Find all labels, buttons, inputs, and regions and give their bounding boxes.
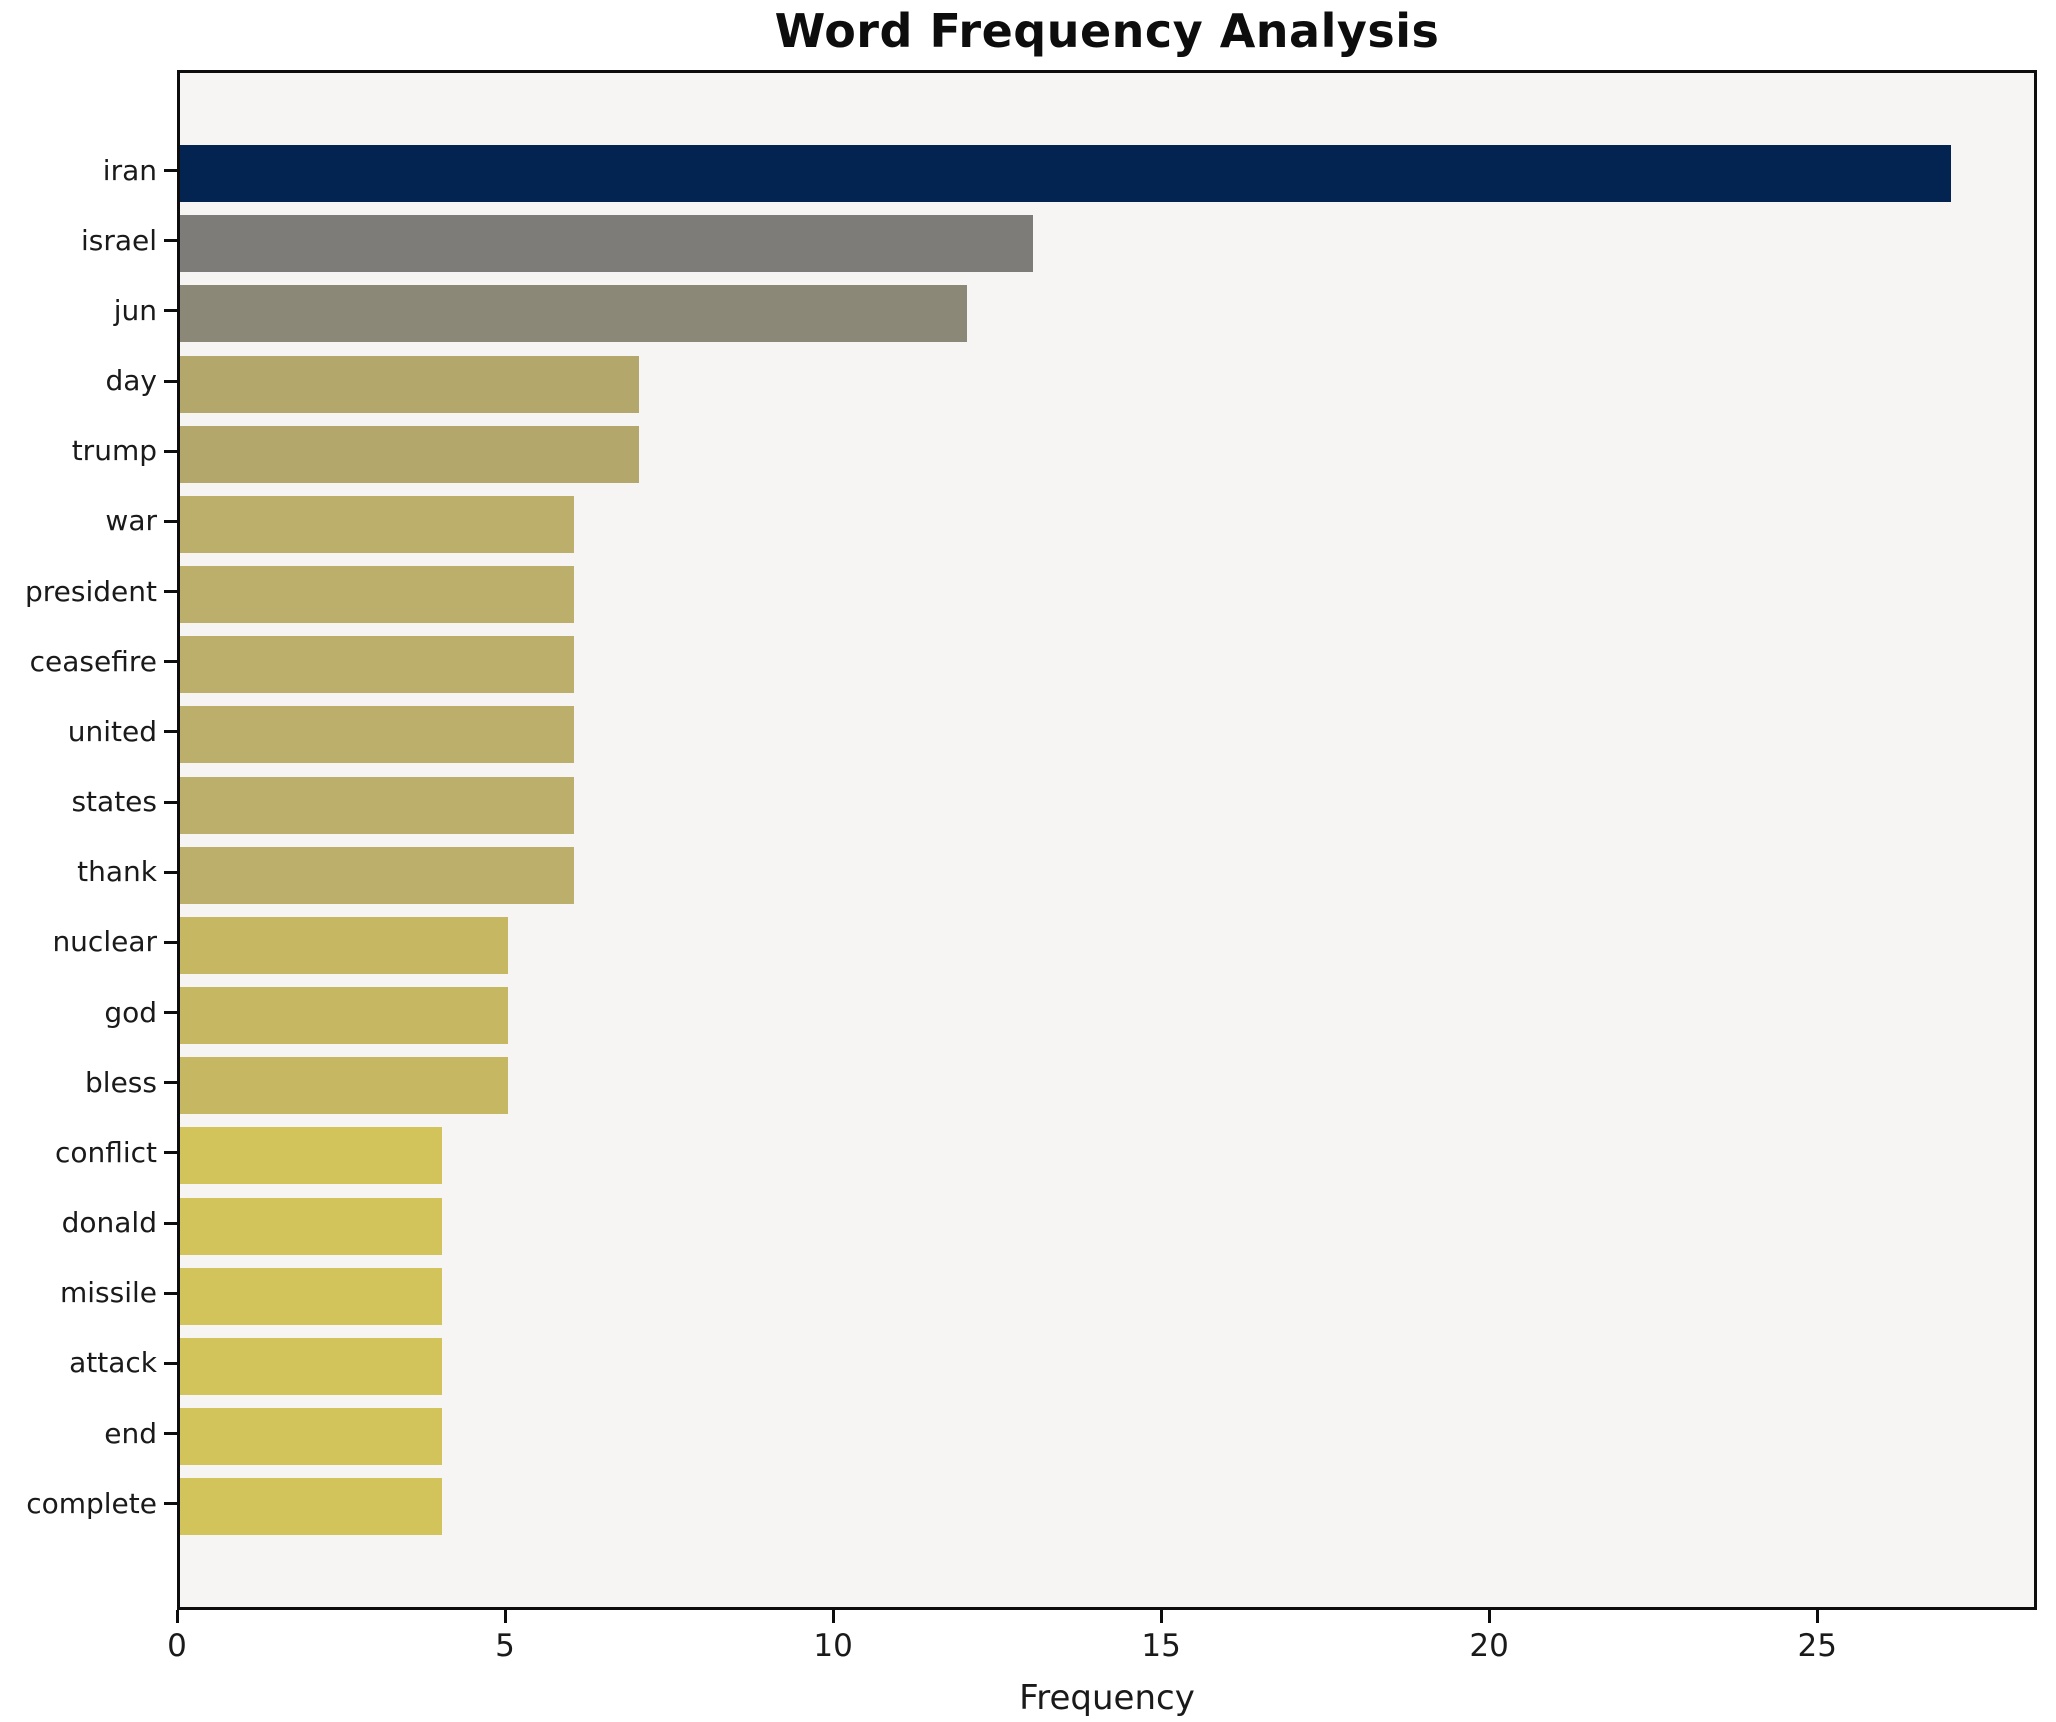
- y-tick-mark: [164, 379, 177, 383]
- y-tick-label-end: end: [104, 1416, 157, 1450]
- bar-israel: [180, 215, 1033, 273]
- bar-trump: [180, 425, 640, 483]
- bar-attack: [180, 1337, 443, 1395]
- bar-bless: [180, 1057, 509, 1115]
- bar-states: [180, 776, 574, 834]
- bar-jun: [180, 285, 968, 343]
- y-tick-label-complete: complete: [26, 1486, 157, 1520]
- x-axis-title: Frequency: [1019, 1678, 1195, 1718]
- bar-missile: [180, 1267, 443, 1325]
- chart-title: Word Frequency Analysis: [774, 4, 1440, 58]
- x-tick-mark: [1487, 1610, 1491, 1623]
- y-tick-label-ceasefire: ceasefire: [29, 644, 157, 678]
- bar-end: [180, 1408, 443, 1466]
- y-tick-mark: [164, 519, 177, 523]
- y-tick-label-donald: donald: [61, 1206, 157, 1240]
- y-tick-mark: [164, 1502, 177, 1506]
- bar-thank: [180, 846, 574, 904]
- y-tick-mark: [164, 449, 177, 453]
- bar-iran: [180, 145, 1952, 202]
- x-tick-label-15: 15: [1141, 1628, 1181, 1664]
- y-tick-label-attack: attack: [69, 1346, 157, 1380]
- bar-united: [180, 706, 574, 764]
- bar-conflict: [180, 1127, 443, 1185]
- y-tick-label-god: god: [104, 995, 157, 1029]
- y-tick-label-day: day: [105, 364, 157, 397]
- y-tick-mark: [164, 1291, 177, 1295]
- y-tick-mark: [164, 730, 177, 734]
- y-tick-mark: [164, 1011, 177, 1015]
- x-tick-mark: [831, 1610, 835, 1623]
- y-tick-mark: [164, 309, 177, 313]
- y-tick-mark: [164, 590, 177, 594]
- bar-nuclear: [180, 916, 509, 974]
- bar-ceasefire: [180, 636, 574, 694]
- y-tick-mark: [164, 940, 177, 944]
- x-tick-label-20: 20: [1469, 1628, 1509, 1664]
- y-tick-mark: [164, 1361, 177, 1365]
- y-tick-mark: [164, 660, 177, 664]
- y-tick-label-jun: jun: [113, 293, 157, 327]
- y-tick-label-bless: bless: [85, 1065, 157, 1099]
- x-tick-label-25: 25: [1797, 1628, 1837, 1664]
- y-tick-label-president: president: [25, 574, 157, 608]
- y-tick-label-iran: iran: [102, 153, 157, 187]
- y-tick-mark: [164, 1081, 177, 1085]
- y-tick-label-states: states: [71, 785, 157, 819]
- y-tick-label-israel: israel: [80, 223, 157, 257]
- x-tick-mark: [503, 1610, 507, 1623]
- y-tick-mark: [164, 169, 177, 172]
- y-tick-mark: [164, 1221, 177, 1225]
- y-tick-label-missile: missile: [59, 1276, 157, 1310]
- y-tick-mark: [164, 870, 177, 874]
- x-tick-label-0: 0: [167, 1628, 187, 1664]
- bar-war: [180, 495, 574, 553]
- y-tick-mark: [164, 1432, 177, 1436]
- x-tick-mark: [1815, 1610, 1819, 1623]
- bar-day: [180, 355, 640, 413]
- y-tick-mark: [164, 800, 177, 804]
- y-tick-label-conflict: conflict: [54, 1135, 157, 1169]
- x-tick-mark: [175, 1610, 179, 1623]
- plot-area: [177, 70, 2037, 1610]
- y-tick-label-united: united: [67, 714, 157, 748]
- y-tick-mark: [164, 239, 177, 243]
- x-tick-label-5: 5: [495, 1628, 515, 1664]
- bar-complete: [180, 1478, 443, 1536]
- bar-president: [180, 566, 574, 624]
- x-tick-mark: [1159, 1610, 1163, 1623]
- y-tick-label-thank: thank: [77, 855, 157, 889]
- y-tick-label-nuclear: nuclear: [52, 925, 157, 959]
- y-tick-label-trump: trump: [71, 434, 157, 468]
- y-tick-label-war: war: [105, 504, 157, 538]
- y-tick-mark: [164, 1151, 177, 1155]
- x-tick-label-10: 10: [813, 1628, 853, 1664]
- bar-god: [180, 987, 509, 1045]
- bar-donald: [180, 1197, 443, 1255]
